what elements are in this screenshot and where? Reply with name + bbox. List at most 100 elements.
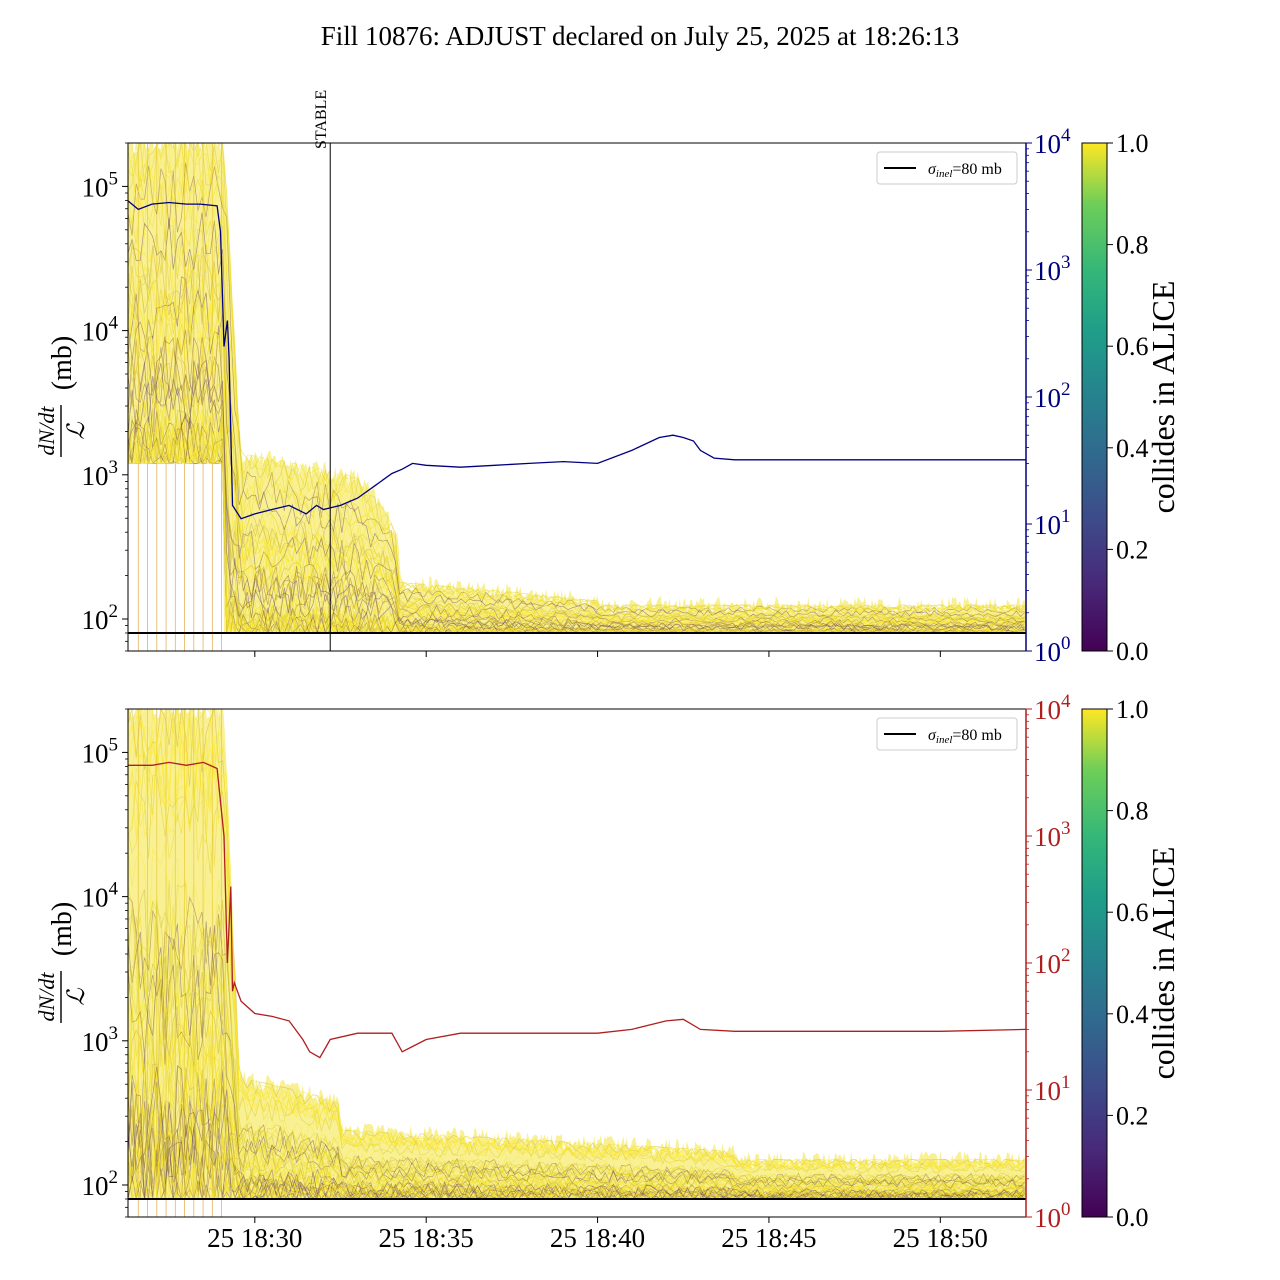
bottom-y-axis-label: dN/dt ℒ (mb) (34, 902, 90, 1023)
stable-annotation: STABLE (313, 90, 330, 149)
svg-text:ℒ: ℒ (64, 988, 90, 1006)
x-tick-label: 25 18:40 (550, 1223, 645, 1253)
right-y-tick-label: 103 (1034, 818, 1071, 852)
bottom-right-y-ticks: 100 101 102 103 104 (1025, 691, 1071, 1233)
bunch-trace (128, 301, 1025, 626)
top-right-y-ticks: 100 101 102 103 104 (1025, 125, 1071, 667)
right-y-tick-label: 103 (1034, 252, 1071, 286)
top-colorbar: 0.0 0.2 0.4 0.6 0.8 1.0 collides in ALICE (1081, 129, 1181, 666)
left-y-tick-label: 105 (82, 734, 119, 768)
right-y-tick-label: 100 (1034, 633, 1071, 667)
bunch-trace (128, 961, 1025, 1190)
right-y-tick-label: 104 (1034, 691, 1071, 725)
bunch-trace (128, 952, 1025, 1190)
bottom-left-y-ticks: 102 103 104 105 (82, 708, 128, 1218)
colorbar-tick-label: 0.6 (1116, 898, 1149, 927)
right-y-tick-label: 102 (1034, 379, 1071, 413)
x-tick-label: 25 18:35 (379, 1223, 474, 1253)
right-axis-series-line (128, 761, 1026, 1059)
right-y-tick-label: 100 (1034, 1199, 1071, 1233)
colorbar-tick-label: 0.6 (1116, 332, 1149, 361)
top-x-ticks (254, 651, 941, 657)
left-y-tick-label: 105 (82, 168, 119, 202)
bottom-legend: σinel=80 mb (876, 717, 1018, 751)
top-blue-series (128, 200, 1026, 520)
rate-band-fill (128, 709, 1026, 1199)
bunch-trace (128, 143, 1025, 612)
bunch-trace (128, 143, 1025, 610)
right-y-tick-label: 101 (1034, 506, 1071, 540)
right-y-tick-label: 102 (1034, 945, 1071, 979)
rate-band-fill (128, 143, 1026, 633)
bunch-trace (128, 1001, 1025, 1194)
top-rate-band (128, 143, 1026, 651)
colorbar-tick-label: 0.8 (1116, 797, 1149, 826)
right-y-tick-label: 101 (1034, 1072, 1071, 1106)
bunch-trace (128, 354, 1025, 631)
bunch-trace (128, 221, 1025, 620)
left-y-tick-label: 104 (82, 313, 119, 347)
bunch-trace (128, 709, 1025, 1169)
colorbar-tick-label: 0.4 (1116, 1000, 1149, 1029)
right-axis-series-line (128, 200, 1026, 520)
bunch-trace (128, 225, 1025, 620)
right-y-tick-label: 104 (1034, 125, 1071, 159)
bunch-trace (128, 753, 1025, 1174)
top-legend: σinel=80 mb (876, 151, 1018, 185)
bottom-colorbar-label: collides in ALICE (1145, 847, 1181, 1080)
bunch-trace (128, 162, 1025, 614)
left-y-tick-label: 103 (82, 1023, 119, 1057)
svg-text:(mb): (mb) (47, 902, 78, 956)
bunch-trace (128, 1045, 1025, 1197)
bunch-trace (128, 416, 1025, 635)
colorbar-tick-label: 0.0 (1116, 1203, 1149, 1232)
bunch-trace (128, 709, 1025, 1166)
bunch-trace (128, 709, 1025, 1167)
top-left-y-ticks: 102 103 104 105 (82, 142, 128, 652)
svg-text:ℒ: ℒ (64, 422, 90, 440)
colorbar-tick-label: 0.4 (1116, 434, 1149, 463)
svg-text:(mb): (mb) (47, 336, 78, 390)
bunch-trace (128, 912, 1025, 1186)
bunch-trace (128, 287, 1025, 625)
top-panel: 102 103 104 105 100 101 102 103 104 dN/dt ℒ (mb… (34, 90, 1181, 667)
left-y-tick-label: 104 (82, 879, 119, 913)
bunch-trace (128, 321, 1025, 628)
left-y-tick-label: 102 (82, 601, 119, 635)
bunch-trace (128, 1114, 1025, 1200)
colorbar-tick-label: 1.0 (1116, 129, 1149, 158)
top-colorbar-label: collides in ALICE (1145, 281, 1181, 514)
colorbar-tick-label: 1.0 (1116, 695, 1149, 724)
bunch-trace (128, 901, 1025, 1186)
x-tick-label: 25 18:45 (721, 1223, 816, 1253)
left-y-tick-label: 103 (82, 457, 119, 491)
bunch-trace (128, 143, 1025, 612)
bunch-trace (128, 992, 1025, 1193)
bunch-trace (128, 359, 1025, 632)
bottom-rate-band (128, 709, 1026, 1217)
svg-text:dN/dt: dN/dt (34, 972, 59, 1022)
bunch-trace (128, 967, 1025, 1190)
figure-title: Fill 10876: ADJUST declared on July 25, … (321, 21, 959, 51)
colorbar-tick-label: 0.8 (1116, 231, 1149, 260)
bunch-trace (128, 1085, 1025, 1201)
bunch-trace (128, 727, 1025, 1172)
x-tick-label: 25 18:30 (207, 1223, 302, 1253)
bottom-x-ticks: 25 18:30 25 18:35 25 18:40 25 18:45 25 18:50 (207, 1217, 988, 1253)
bunch-trace (128, 173, 1025, 615)
svg-text:dN/dt: dN/dt (34, 406, 59, 456)
colorbar-tick-label: 0.2 (1116, 1101, 1149, 1130)
x-tick-label: 25 18:50 (893, 1223, 988, 1253)
bottom-red-series (128, 761, 1026, 1059)
svg-text:σinel=80 mb: σinel=80 mb (928, 727, 1002, 746)
svg-text:σinel=80 mb: σinel=80 mb (928, 161, 1002, 180)
colorbar-tick-label: 0.0 (1116, 637, 1149, 666)
bunch-trace (128, 709, 1025, 1170)
bunch-trace (128, 880, 1025, 1184)
left-y-tick-label: 102 (82, 1167, 119, 1201)
bottom-colorbar: 0.0 0.2 0.4 0.6 0.8 1.0 collides in ALICE (1081, 695, 1181, 1232)
bunch-trace (128, 267, 1025, 624)
colorbar-tick-label: 0.2 (1116, 535, 1149, 564)
